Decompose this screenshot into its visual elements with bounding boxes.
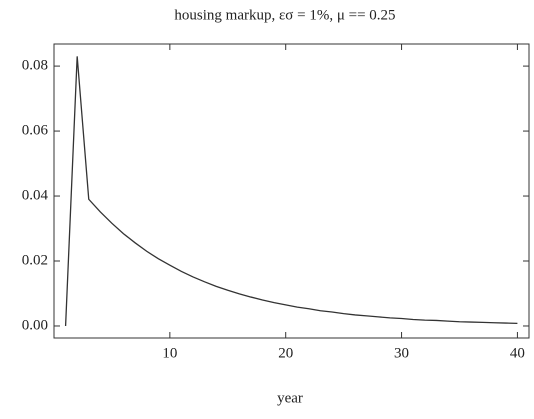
x-tick-label: 40 xyxy=(510,345,525,361)
y-tick-label: 0.02 xyxy=(22,252,48,268)
y-tick-label: 0.00 xyxy=(22,317,48,333)
plot-frame xyxy=(53,43,530,339)
x-tick-label: 10 xyxy=(162,345,177,361)
x-tick-label: 30 xyxy=(394,345,409,361)
chart-title: housing markup, εσ = 1%, μ == 0.25 xyxy=(174,7,395,23)
data-line xyxy=(64,56,518,327)
x-tick-label: 20 xyxy=(278,345,293,361)
y-tick-label: 0.06 xyxy=(22,123,49,139)
y-tick-label: 0.04 xyxy=(22,187,49,203)
y-tick-label: 0.08 xyxy=(22,58,48,74)
x-axis-label: year xyxy=(277,390,303,406)
